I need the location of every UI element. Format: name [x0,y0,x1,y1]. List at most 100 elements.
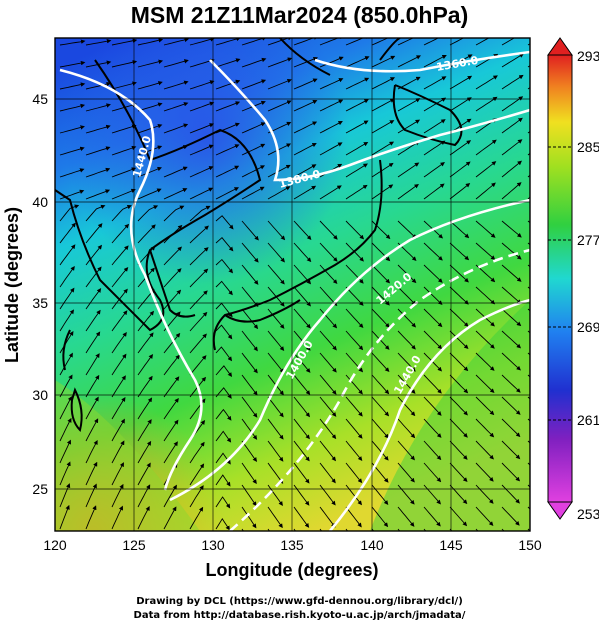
streamline [85,189,111,200]
streamline [111,167,137,178]
streamline [215,280,233,296]
streamline [59,504,70,530]
streamline [475,220,496,238]
streamline [137,205,159,222]
streamline [397,396,416,417]
streamline [501,139,523,156]
streamline [345,418,363,439]
streamline [449,140,472,156]
streamline [293,396,311,418]
streamline [163,419,179,442]
streamline [215,215,234,230]
streamline [475,440,494,460]
streamline [449,352,469,372]
streamline [111,418,125,442]
x-tick-label: 150 [518,537,542,553]
streamline [137,38,164,46]
streamline [111,145,137,156]
streamline [59,244,76,266]
streamline [137,354,154,376]
streamline [163,397,179,420]
y-axis-label: Latitude (degrees) [2,207,22,363]
streamline [371,506,389,528]
streamline [501,484,520,504]
streamline [189,290,208,310]
streamline [449,330,469,350]
streamline [501,462,521,482]
streamline [137,188,162,200]
streamline [501,220,522,238]
streamline [189,333,207,354]
streamline [527,242,530,246]
streamline [85,461,98,486]
streamline [163,246,182,266]
streamline [423,286,443,305]
streamline [397,440,415,461]
streamline [241,38,267,46]
streamline [423,396,442,416]
streamline [137,375,153,398]
streamline [215,79,241,90]
streamline [59,374,73,398]
streamline [215,58,241,68]
streamline [449,440,468,460]
colorbar-tick: 269 [577,319,599,335]
streamline [397,264,417,284]
streamline [319,38,344,46]
streamline [59,60,86,68]
streamline [85,223,103,244]
streamline [189,247,209,266]
streamline [215,408,232,421]
streamline [319,528,323,531]
streamline [371,484,389,506]
streamline [215,258,234,274]
streamline [319,352,337,373]
streamline [111,267,129,288]
streamline [241,122,266,134]
streamline [293,308,311,329]
streamline [163,289,182,310]
streamline [293,142,317,156]
streamline [215,237,234,252]
streamline [59,483,71,508]
streamline [423,462,442,483]
streamline [267,440,284,462]
x-tick-label: 120 [43,537,67,553]
streamline [85,439,98,464]
streamline [319,264,338,285]
streamline [501,242,522,260]
streamline [319,418,337,440]
streamline [345,38,370,46]
streamline [449,462,468,483]
streamline [423,484,441,505]
streamline [267,100,292,112]
streamline [85,288,102,310]
streamline [293,220,312,241]
streamline [59,125,85,134]
streamline [267,462,284,484]
streamline [319,185,342,200]
streamline [137,166,162,178]
y-tick-label: 40 [32,194,48,210]
streamline [293,330,311,351]
streamline [215,38,241,46]
x-axis: 120 125 130 135 140 145 150 [43,537,542,553]
streamline [59,146,85,156]
streamline [423,97,447,112]
streamline [527,308,530,312]
streamline [371,418,389,439]
streamline [475,484,494,504]
colorbar-tick: 293 [577,48,599,64]
streamline [241,396,258,418]
streamline [345,220,365,240]
streamline [241,143,266,156]
streamline [527,174,530,178]
streamline [449,75,473,90]
streamline [397,183,419,200]
streamline [215,187,240,200]
streamline [267,506,283,529]
streamline [163,268,182,288]
streamline [111,60,138,68]
streamline [423,183,445,200]
streamline [59,439,71,464]
